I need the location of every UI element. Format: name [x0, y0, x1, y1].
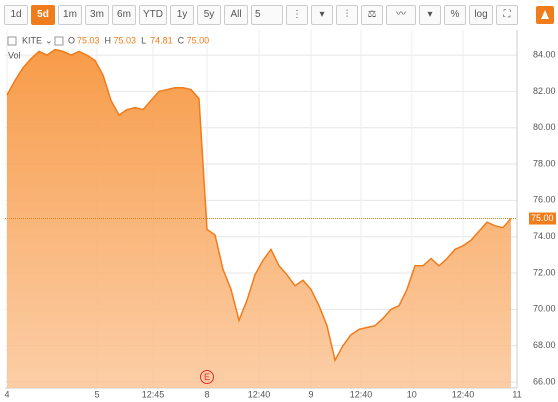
tool-icon[interactable]: ⫶: [336, 5, 358, 25]
quote-value: 75.00: [187, 35, 210, 45]
tool-icon[interactable]: ⚖: [361, 5, 383, 25]
last-price-tag: [529, 212, 556, 225]
x-tick-label: 10: [407, 389, 417, 399]
quote-key: O: [68, 35, 75, 45]
volume-label: Vol: [8, 50, 21, 60]
quote-key: H: [105, 35, 112, 45]
y-tick-label: 70.00: [533, 304, 556, 314]
y-tick-label: 82.00: [533, 86, 556, 96]
quote-value: 75.03: [114, 35, 137, 45]
y-tick-label: 74.00: [533, 231, 556, 241]
y-tick-label: 72.00: [533, 267, 556, 277]
tool-icon[interactable]: ▾: [419, 5, 441, 25]
x-tick-label: 11: [512, 389, 521, 399]
y-tick-label: 76.00: [533, 195, 556, 205]
range-button[interactable]: YTD: [139, 5, 167, 25]
last-price-label: 75.00: [531, 213, 554, 223]
event-marker[interactable]: [200, 370, 214, 384]
tool-icon[interactable]: ▾: [311, 5, 333, 25]
legend-caret: ⌄: [45, 35, 53, 45]
x-tick-label: 12:40: [350, 389, 373, 399]
interval-input[interactable]: 5: [251, 5, 283, 25]
y-tick-label: 80.00: [533, 122, 556, 132]
range-button[interactable]: 6m: [112, 5, 136, 25]
quote-key: L: [141, 35, 146, 45]
quote-value: 75.03: [77, 35, 100, 45]
x-tick-label: 5: [94, 389, 99, 399]
range-button[interactable]: All: [224, 5, 248, 25]
x-tick-label: 12:40: [248, 389, 271, 399]
y-tick-label: 78.00: [533, 158, 556, 168]
price-line: [6, 48, 512, 363]
range-button[interactable]: 1y: [170, 5, 194, 25]
logo-glyph: [541, 10, 549, 19]
x-tick-label: 12:45: [142, 389, 165, 399]
tool-icon[interactable]: ⋮: [286, 5, 308, 25]
event-label: E: [204, 372, 210, 382]
x-tick-label: 9: [308, 389, 313, 399]
y-tick-label: 84.00: [533, 49, 556, 59]
tool-icon[interactable]: 〰: [386, 5, 416, 25]
range-button[interactable]: 1d: [4, 5, 28, 25]
tool-icon[interactable]: ⛶: [496, 5, 518, 25]
x-tick-label: 8: [204, 389, 209, 399]
legend-box: [54, 36, 64, 46]
y-tick-label: 66.00: [533, 376, 556, 386]
x-tick-label: 12:40: [452, 389, 475, 399]
tool-icon[interactable]: %: [444, 5, 466, 25]
legend-box: [7, 36, 17, 46]
y-tick-label: 68.00: [533, 340, 556, 350]
range-button[interactable]: 3m: [85, 5, 109, 25]
range-button[interactable]: 1m: [58, 5, 82, 25]
range-button[interactable]: 5d: [31, 5, 55, 25]
range-button[interactable]: 5y: [197, 5, 221, 25]
legend-symbol: KITE: [22, 35, 42, 45]
tool-icon[interactable]: log: [469, 5, 493, 25]
quote-value: 74.81: [150, 35, 173, 45]
x-tick-label: 4: [4, 389, 9, 399]
quote-key: C: [178, 35, 185, 45]
toolbar: 1d 5d 1m 3m 6m YTD 1y 5y All 5 ⋮ ▾ ⫶ ⚖ 〰 ▾% log ⛶: [4, 5, 518, 25]
area: [7, 49, 511, 388]
